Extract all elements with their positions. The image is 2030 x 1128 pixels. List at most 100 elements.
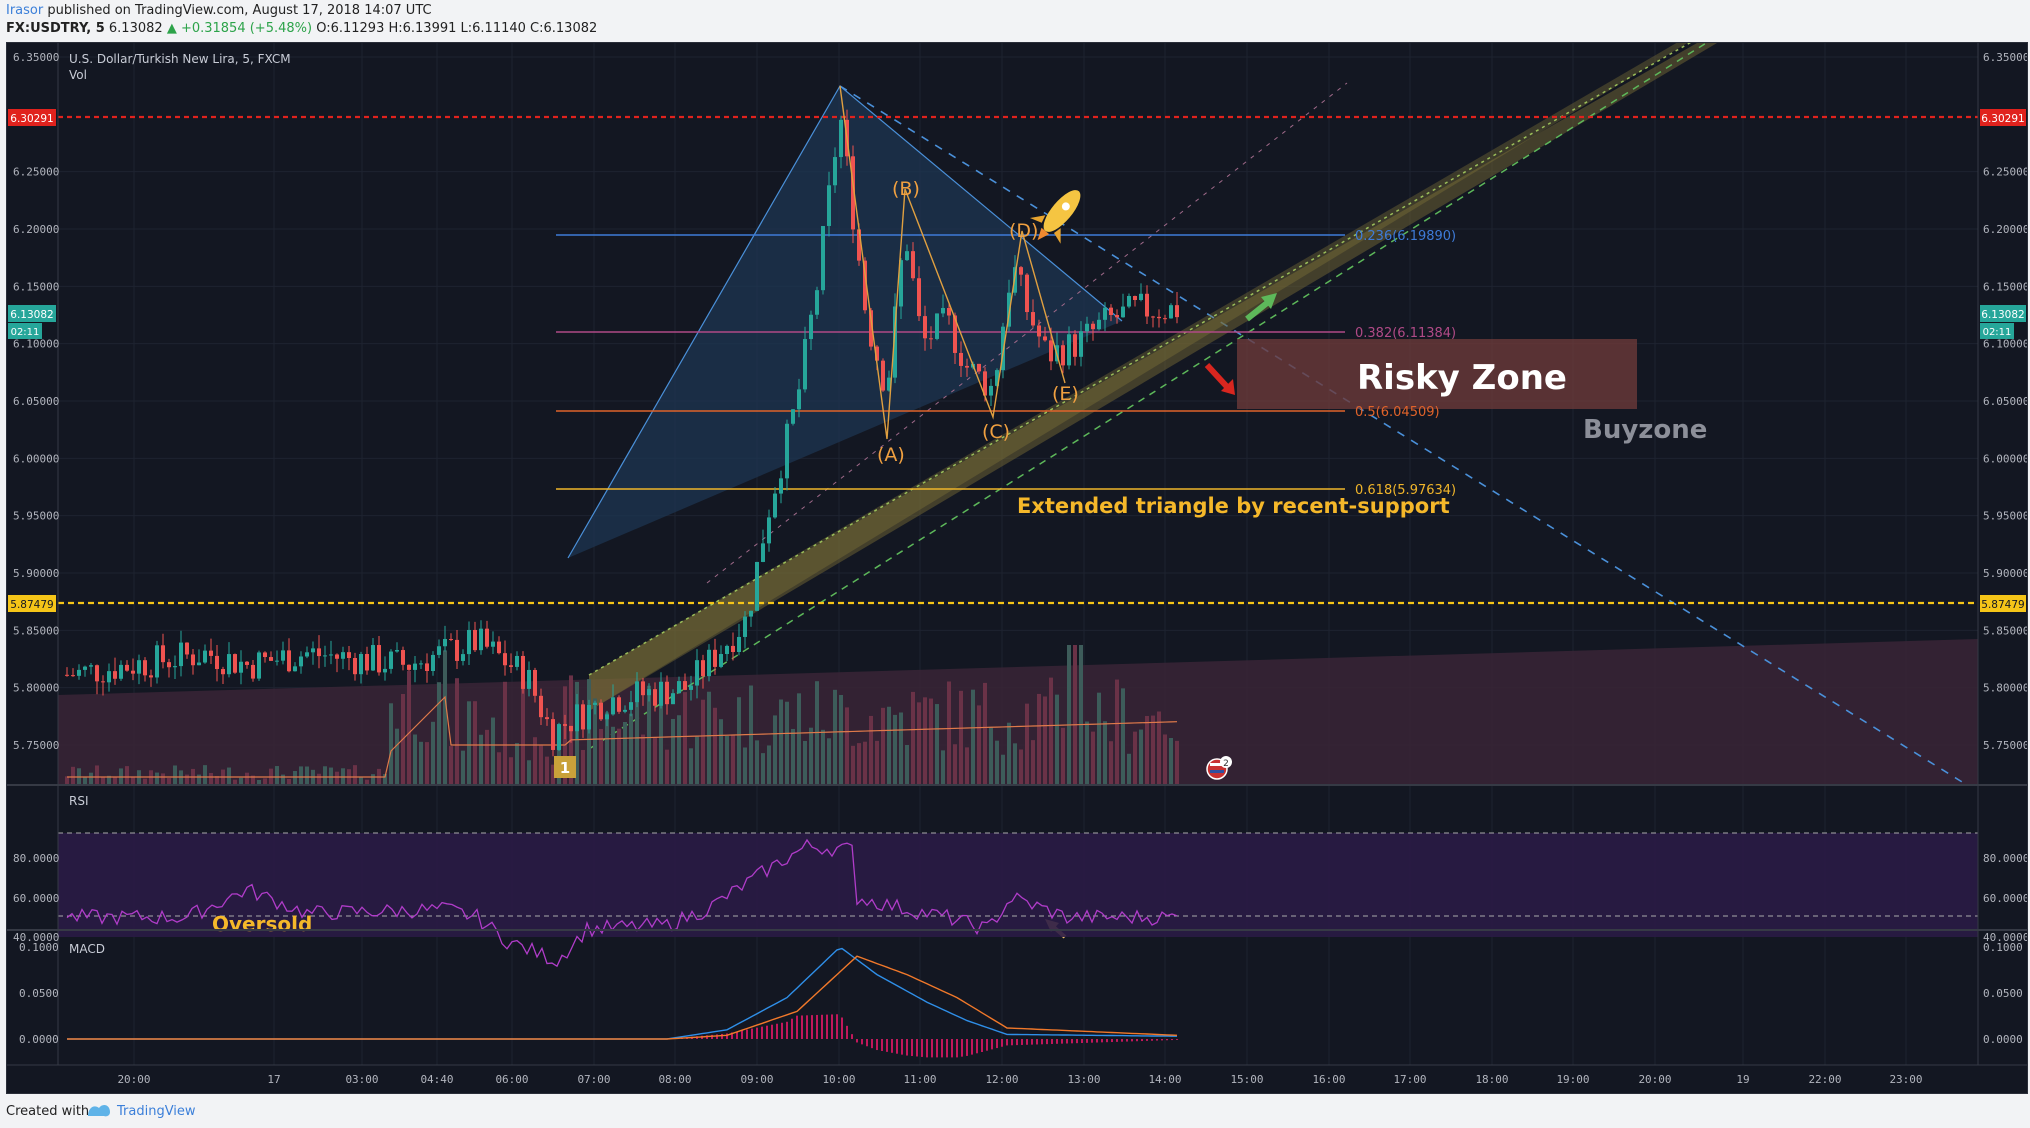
- volume-bar: [1055, 694, 1059, 785]
- price-tick-right: 6.15000: [1983, 280, 2027, 293]
- candle-body: [725, 645, 729, 655]
- volume-bar: [167, 778, 171, 785]
- volume-bar: [989, 726, 993, 785]
- volume-bar: [155, 772, 159, 785]
- price-tick-right: 5.80000: [1983, 682, 2027, 695]
- time-tick: 14:00: [1148, 1073, 1181, 1086]
- volume-bar: [131, 776, 135, 785]
- volume-bar: [1175, 740, 1179, 785]
- volume-bar: [911, 691, 915, 785]
- axes: 6.35000 6.35000 6.25000 6.25000 6.20000 6.200…: [13, 51, 2029, 1086]
- price-tick-left: 6.05000: [13, 395, 59, 408]
- author-link[interactable]: Irasor: [6, 3, 44, 18]
- volume-bar: [461, 750, 465, 785]
- tradingview-logo-icon[interactable]: [86, 1100, 112, 1120]
- candle-body: [179, 642, 183, 667]
- candle-body: [815, 290, 819, 315]
- volume-bar: [1001, 754, 1005, 785]
- candle-body: [1079, 331, 1083, 357]
- candle-body: [581, 704, 585, 730]
- price-tick-left: 6.10000: [13, 338, 59, 351]
- time-tick: 16:00: [1312, 1073, 1345, 1086]
- rsi-pane-title: RSI: [69, 794, 89, 808]
- volume-bar: [89, 772, 93, 785]
- volume-bar: [881, 707, 885, 785]
- tradingview-link[interactable]: TradingView: [117, 1104, 196, 1119]
- economic-event-icon[interactable]: 2: [1206, 756, 1232, 780]
- candle-body: [593, 702, 597, 705]
- chart-canvas[interactable]: (A) (B) (C) (D) (E) 0.236(6.19890) 0.382…: [7, 43, 2029, 1093]
- candle-body: [623, 709, 627, 712]
- volume-bar: [941, 750, 945, 785]
- candle-body: [95, 665, 99, 682]
- volume-bar: [245, 772, 249, 785]
- candle-body: [293, 666, 297, 672]
- candle-body: [401, 650, 405, 665]
- volume-bar: [1019, 749, 1023, 785]
- candle-body: [197, 662, 201, 666]
- volume-bar: [695, 736, 699, 785]
- rocket-icon: [1029, 190, 1081, 244]
- symbol-label: FX:USDTRY, 5: [6, 21, 105, 36]
- volume-bar: [1097, 692, 1101, 785]
- candle-body: [485, 628, 489, 647]
- candle-body: [1175, 305, 1179, 318]
- candle-body: [701, 660, 705, 677]
- candle-body: [455, 639, 459, 661]
- volume-bar: [1145, 715, 1149, 785]
- price-tick-left: 5.75000: [13, 739, 59, 752]
- volume-bar: [869, 715, 873, 785]
- chart-frame[interactable]: (A) (B) (C) (D) (E) 0.236(6.19890) 0.382…: [6, 42, 2029, 1094]
- candle-body: [431, 654, 435, 672]
- quote-row: FX:USDTRY, 5 6.13082 ▲ +0.31854 (+5.48%)…: [6, 21, 597, 36]
- volume-bar: [653, 737, 657, 785]
- descending-trendline: [839, 85, 1968, 785]
- marker-1-badge[interactable]: [554, 756, 576, 778]
- rsi-tick-left: 60.0000: [13, 892, 59, 905]
- candle-body: [839, 119, 843, 158]
- volume-bar: [125, 766, 129, 785]
- volume-bar: [779, 699, 783, 785]
- volume-bar: [275, 766, 279, 785]
- candle-body: [731, 645, 735, 652]
- candle-body: [821, 225, 825, 291]
- macd-tick-left: 0.0000: [19, 1033, 59, 1046]
- candle-body: [383, 668, 387, 673]
- volume-bar: [1121, 688, 1125, 785]
- volume-bar: [749, 685, 753, 785]
- candle-body: [863, 260, 867, 311]
- volume-ma-line: [67, 695, 1178, 778]
- time-tick: 17: [267, 1073, 280, 1086]
- volume-bar: [1163, 734, 1167, 785]
- rising-channel: [589, 43, 1717, 711]
- volume-bar: [1157, 711, 1161, 785]
- price-tick-right: 6.05000: [1983, 395, 2027, 408]
- volume-bar: [1031, 740, 1035, 785]
- candle-body: [389, 651, 393, 669]
- volume-bar: [857, 743, 861, 785]
- candle-body: [515, 655, 519, 667]
- price-tick-left: 5.80000: [13, 682, 59, 695]
- volume-bar: [689, 748, 693, 785]
- candle-body: [947, 307, 951, 316]
- volume-bar: [437, 682, 441, 785]
- candle-body: [1037, 325, 1041, 337]
- volume-bar: [227, 767, 231, 785]
- candle-body: [89, 665, 93, 667]
- volume-label: Vol: [69, 68, 87, 82]
- candle-body: [983, 371, 987, 396]
- candle-body: [521, 655, 525, 689]
- volume-bar: [83, 776, 87, 785]
- candle-body: [917, 278, 921, 317]
- volume-bar: [713, 707, 717, 785]
- candle-body: [977, 363, 981, 372]
- candle-body: [461, 654, 465, 661]
- candle-body: [335, 654, 339, 659]
- svg-text:02:11: 02:11: [11, 327, 40, 338]
- volume-bar: [527, 760, 531, 785]
- volume-bar: [173, 765, 177, 785]
- volume-bar: [509, 757, 513, 785]
- candle-body: [119, 664, 123, 679]
- candle-body: [1103, 307, 1107, 320]
- volume-bar: [107, 775, 111, 785]
